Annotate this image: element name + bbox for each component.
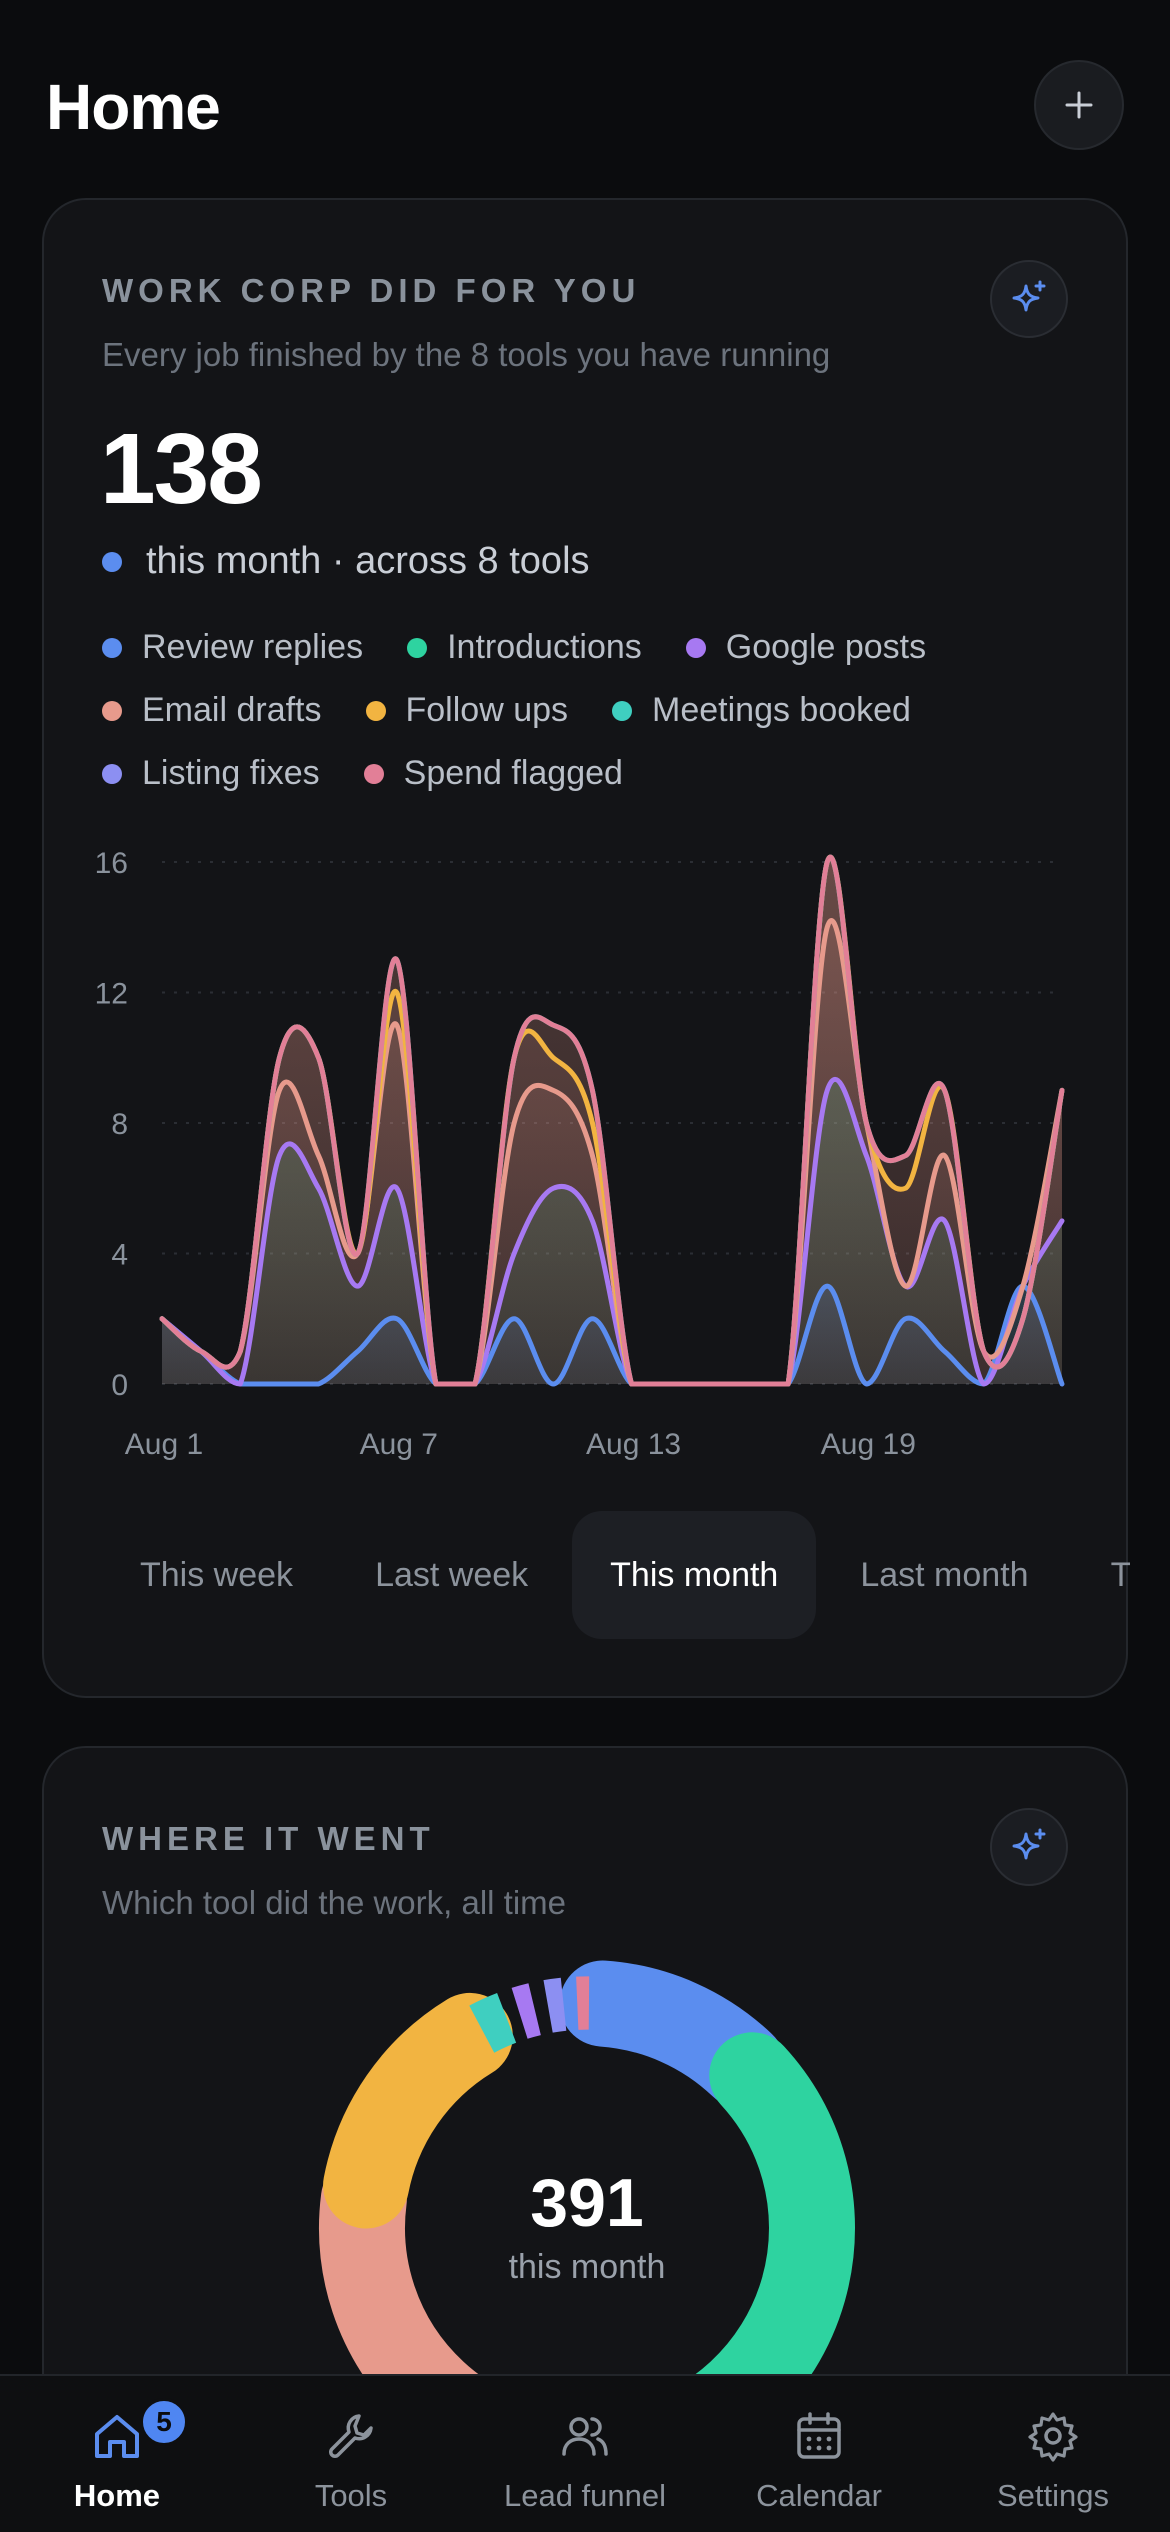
tab-label: Home [73,2478,161,2513]
y-tick-label: 0 [111,1369,128,1402]
tab-label: Lead funnel [503,2478,667,2513]
legend-label: Introductions [447,628,642,666]
legend-dot [365,700,386,721]
period-dot [102,551,122,572]
series-line [159,1283,1065,1387]
wrench-icon [321,2406,381,2466]
legend-label: Meetings booked [652,691,911,729]
total-count: 138 [100,413,263,525]
period-row: this month · across 8 tools [102,540,590,583]
donut-sparkle-button[interactable] [990,1808,1068,1886]
series-area [162,1286,1062,1384]
range-tabs: This week Last week This month Last mont… [102,1510,1130,1640]
donut-center-label: this month [508,2248,666,2286]
header: Home [0,0,1170,200]
donut-slice [469,1992,517,2053]
legend-item: Follow ups [365,691,569,730]
legend-dot [685,637,706,658]
legend-label: Google posts [725,628,927,666]
y-tick-label: 4 [111,1239,128,1272]
notification-badge: 5 [140,2398,188,2446]
sparkle-icon [1012,1828,1046,1860]
tab-label: Settings [996,2478,1109,2513]
tab-home[interactable]: 5 Home [0,2376,234,2532]
calendar-icon [789,2406,849,2466]
tab-label: Tools [314,2478,388,2513]
summary-eyebrow: WORK CORP DID FOR YOU [102,272,641,309]
add-button[interactable] [1034,60,1124,150]
gear-icon [1023,2406,1083,2466]
legend-label: Spend flagged [403,754,623,792]
summary-sparkle-button[interactable] [990,260,1068,338]
summary-subtitle: Every job finished by the 8 tools you ha… [102,336,831,373]
legend-item: Meetings booked [612,691,911,730]
legend-item: Review replies [102,628,363,667]
period-text: this month · across 8 tools [146,540,590,582]
range-tab-last-week[interactable]: Last week [375,1555,529,1594]
stacked-area-chart: 0 4 8 12 16 Aug 1 Aug 7 Aug 13 Aug 19 [95,847,1065,1461]
x-tick-label: Aug 7 [360,1428,438,1461]
x-tick-label: Aug 19 [821,1428,916,1461]
donut-center-value: 391 [530,2165,644,2241]
tab-lead-funnel[interactable]: Lead funnel [468,2376,702,2532]
legend-row: Listing fixes Spend flagged [102,742,1082,805]
page-title: Home [46,71,221,143]
legend-item: Google posts [685,628,927,667]
range-tab-last-month[interactable]: Last month [860,1555,1029,1594]
tab-settings[interactable]: Settings [936,2376,1170,2532]
legend-dot [612,700,633,721]
y-tick-label: 8 [111,1108,128,1141]
series-line [159,1077,1065,1387]
y-tick-label: 16 [95,847,128,880]
legend-item: Listing fixes [102,754,320,793]
legend-dot [102,700,122,721]
legend-label: Follow ups [405,691,569,729]
series-line [159,855,1065,1387]
plus-icon [1065,91,1093,119]
legend-dot [407,637,428,658]
tab-tools[interactable]: Tools [234,2376,468,2532]
legend-item: Spend flagged [363,754,623,793]
tab-calendar[interactable]: Calendar [702,2376,936,2532]
legend-dot [363,763,384,784]
legend-row: Review replies Introductions Google post… [102,616,1082,679]
users-icon [555,2406,615,2466]
donut-slice [323,1992,513,2229]
range-tab-more[interactable]: T [1110,1555,1130,1594]
donut-eyebrow: WHERE IT WENT [102,1820,435,1857]
legend-label: Review replies [142,628,364,666]
home-icon [87,2406,147,2466]
sparkle-icon [1012,280,1046,312]
y-tick-label: 12 [95,978,128,1011]
legend-label: Email drafts [142,691,322,729]
chart-legend: Review replies Introductions Google post… [102,616,1082,805]
legend-item: Email drafts [102,691,322,730]
x-tick-label: Aug 13 [586,1428,681,1461]
summary-card: WORK CORP DID FOR YOU Every job finished… [42,198,1130,1698]
legend-dot [102,763,122,784]
range-tab-this-week[interactable]: This week [140,1555,294,1594]
legend-item: Introductions [407,628,642,667]
donut-slice [543,1977,567,2033]
tab-bar: 5 Home Tools Lead funnel Calendar Settin… [0,2374,1170,2532]
legend-label: Listing fixes [142,754,320,792]
donut-slice [511,1983,542,2039]
x-tick-label: Aug 1 [125,1428,203,1461]
legend-dot [102,637,122,658]
range-tab-this-month[interactable]: This month [572,1511,817,1639]
donut-subtitle: Which tool did the work, all time [102,1884,567,1921]
tab-label: Calendar [756,2478,882,2513]
legend-row: Email drafts Follow ups Meetings booked [102,679,1082,742]
